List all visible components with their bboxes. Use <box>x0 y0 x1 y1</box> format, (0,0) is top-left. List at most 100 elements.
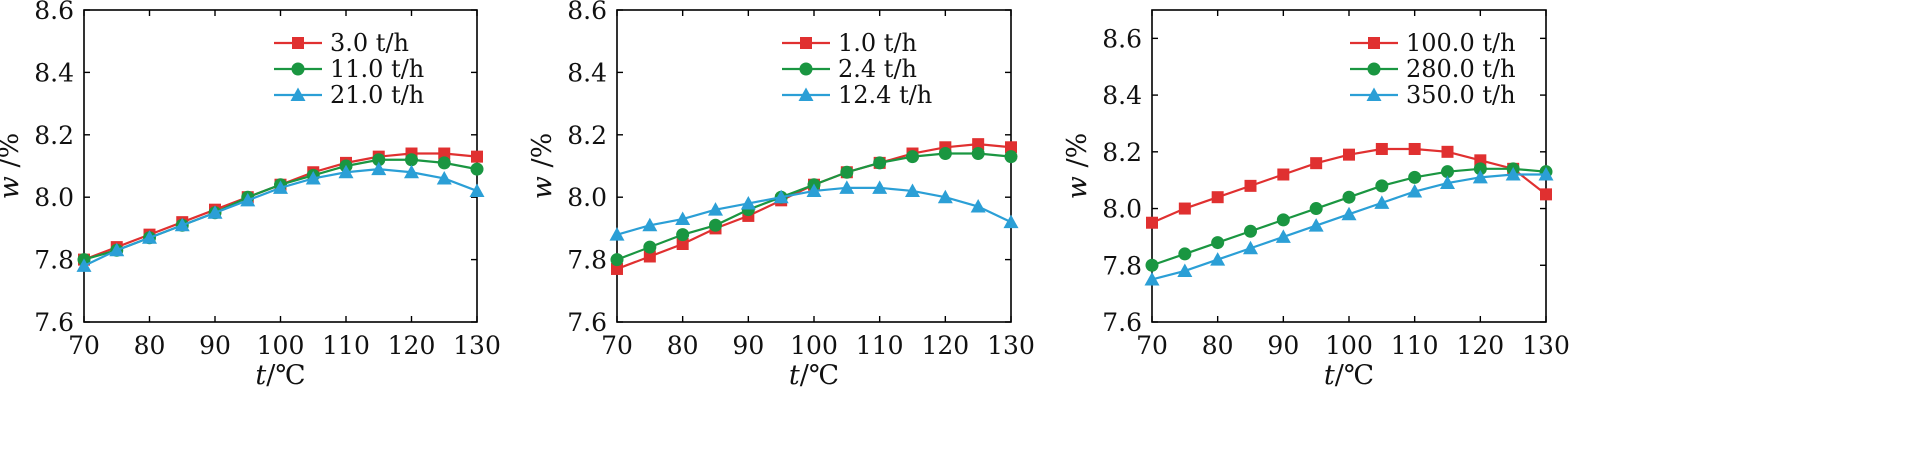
x-tick-label: 130 <box>1522 331 1570 360</box>
legend: 3.0 t/h11.0 t/h21.0 t/h <box>274 29 424 109</box>
series-line <box>83 158 478 261</box>
x-tick-label: 110 <box>856 331 904 360</box>
plot-frame <box>616 9 1012 323</box>
data-point <box>1244 179 1257 192</box>
data-point <box>1276 213 1290 227</box>
data-point <box>609 227 625 241</box>
legend-label: 350.0 t/h <box>1406 81 1516 109</box>
x-tick-label: 70 <box>601 331 633 360</box>
data-point <box>1146 216 1158 229</box>
data-point <box>1243 240 1258 255</box>
data-point <box>1343 148 1355 161</box>
data-point <box>1004 150 1018 164</box>
y-tick-label: 8.2 <box>1102 138 1142 167</box>
data-point <box>676 238 689 250</box>
data-point <box>1309 202 1323 216</box>
data-point <box>273 180 288 194</box>
x-axis-label-variable: t <box>1324 360 1335 391</box>
data-point <box>437 156 451 170</box>
data-point <box>1145 258 1159 272</box>
legend-marker <box>292 37 304 49</box>
data-point <box>970 199 986 213</box>
data-point <box>938 147 952 161</box>
series-2 <box>1145 162 1553 272</box>
x-tick-label: 80 <box>134 331 166 360</box>
legend-marker <box>290 87 306 101</box>
data-point <box>1178 202 1191 215</box>
data-point <box>1310 157 1323 170</box>
x-axis-label: t/℃ <box>1324 360 1374 391</box>
data-point <box>972 138 985 151</box>
series-3 <box>1144 167 1554 286</box>
y-axis-label-variable: w <box>527 176 558 199</box>
data-point <box>1342 190 1356 204</box>
data-point <box>471 150 483 163</box>
legend-label: 12.4 t/h <box>838 81 932 109</box>
data-point <box>1210 252 1226 266</box>
y-tick-label: 8.4 <box>1102 81 1142 110</box>
x-tick-label: 110 <box>322 331 370 360</box>
data-point <box>1408 142 1421 155</box>
x-axis-label-unit: /℃ <box>1335 360 1374 391</box>
x-axis-label-variable: t <box>255 360 266 391</box>
data-point <box>611 262 623 275</box>
y-tick-label: 8.2 <box>34 121 74 150</box>
data-point <box>1375 142 1388 155</box>
data-point <box>1275 229 1291 243</box>
y-tick-label: 8.6 <box>567 0 607 25</box>
data-point <box>470 162 484 176</box>
x-tick-label: 100 <box>1325 331 1373 360</box>
data-point <box>142 230 157 244</box>
data-point <box>1538 167 1554 181</box>
data-point <box>1505 167 1521 181</box>
x-tick-label: 80 <box>1202 331 1234 360</box>
legend: 1.0 t/h2.4 t/h12.4 t/h <box>782 29 932 109</box>
data-point <box>436 170 452 185</box>
data-point <box>240 192 256 207</box>
x-tick-label: 70 <box>1136 331 1168 360</box>
data-point <box>1144 271 1160 286</box>
legend-marker <box>291 62 305 76</box>
data-point <box>469 183 485 197</box>
series-3 <box>76 161 485 272</box>
series-line <box>1151 173 1546 281</box>
data-point <box>1244 224 1257 238</box>
chart-panel-2: 70 80 90 100 110 120 130 7.6 7.8 8.0 8.2 8.4 8.6 t/℃ w… <box>527 0 1035 391</box>
series-1 <box>78 147 483 266</box>
legend-label: 280.0 t/h <box>1406 55 1516 83</box>
y-tick-label: 8.6 <box>1102 24 1142 53</box>
data-point <box>1308 218 1324 232</box>
y-tick-label: 8.0 <box>34 183 74 212</box>
x-tick-label: 120 <box>388 331 436 360</box>
data-point <box>676 228 690 242</box>
y-axis-label: w /% <box>527 133 558 199</box>
legend-label: 100.0 t/h <box>1406 29 1516 57</box>
data-point <box>305 170 321 185</box>
data-point <box>1408 170 1422 184</box>
x-tick-label: 70 <box>68 331 100 360</box>
data-point <box>675 211 691 226</box>
y-tick-label: 8.4 <box>567 58 607 87</box>
data-point <box>109 242 125 257</box>
y-tick-label: 8.0 <box>1102 195 1142 224</box>
y-tick-label: 8.0 <box>567 183 607 212</box>
legend-marker <box>800 37 812 49</box>
x-tick-label: 110 <box>1391 331 1439 360</box>
x-axis-label-unit: /℃ <box>800 360 839 391</box>
data-point <box>1441 145 1454 158</box>
data-point <box>1375 179 1389 193</box>
y-axis-label-variable: w <box>0 176 25 199</box>
legend-label: 3.0 t/h <box>330 29 409 57</box>
data-point <box>872 180 888 194</box>
legend-marker <box>1367 62 1381 76</box>
data-point <box>773 189 789 204</box>
data-point <box>1005 141 1017 154</box>
x-tick-label: 130 <box>987 331 1035 360</box>
data-point <box>1178 247 1192 261</box>
x-tick-label: 100 <box>257 331 305 360</box>
x-axis-label-variable: t <box>789 360 800 391</box>
data-point <box>1277 168 1290 181</box>
series-1 <box>1146 142 1552 229</box>
data-point <box>174 217 190 232</box>
x-axis-label: t/℃ <box>255 360 305 391</box>
